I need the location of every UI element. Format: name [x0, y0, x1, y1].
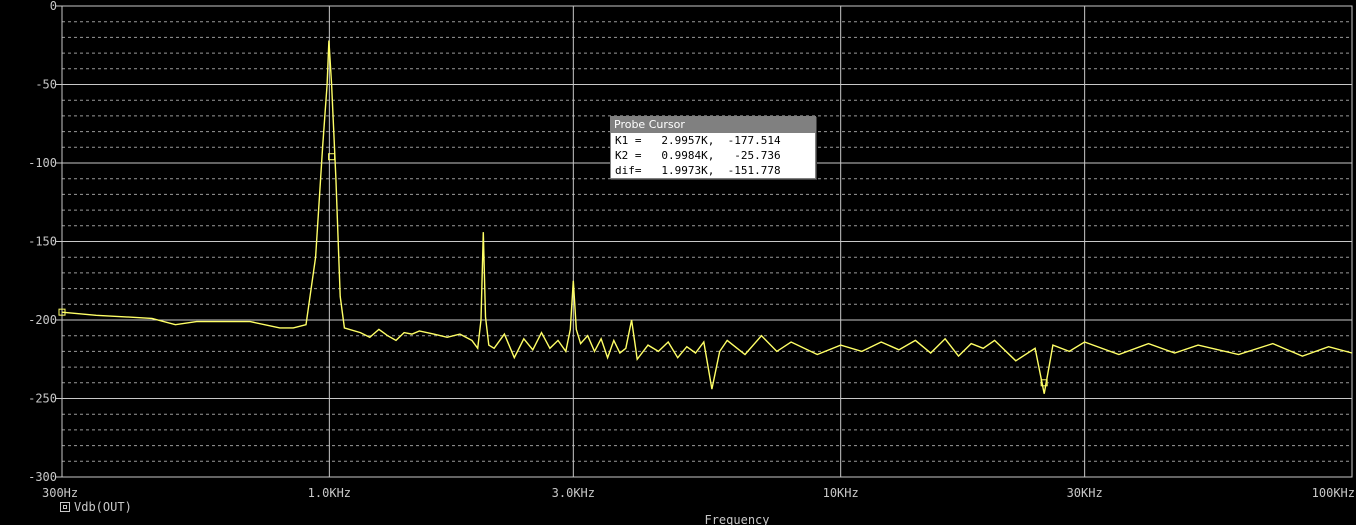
x-axis-title: Frequency: [704, 513, 769, 525]
y-tick-label: -200: [28, 313, 57, 327]
legend-label: Vdb(OUT): [74, 500, 132, 514]
y-axis-ticks: 0 -50 -100 -150 -200 -250 -300: [28, 0, 62, 484]
probe-cursor-window[interactable]: Probe Cursor K1 = 2.9957K, -177.514 K2 =…: [610, 116, 816, 179]
x-tick-label: 30KHz: [1067, 486, 1103, 500]
y-tick-label: -250: [28, 392, 57, 406]
legend[interactable]: Vdb(OUT): [60, 500, 132, 514]
x-axis-ticks: 300Hz 1.0KHz 3.0KHz 10KHz 30KHz 100KHz: [42, 486, 1355, 500]
probe-cursor-title[interactable]: Probe Cursor: [611, 117, 815, 133]
series-point-marker: [58, 308, 66, 316]
major-gridlines: [61, 5, 1353, 478]
marker-layer: [58, 153, 1048, 387]
series-point-marker: [328, 153, 336, 161]
x-tick-label: 3.0KHz: [552, 486, 595, 500]
probe-cursor-row-k2: K2 = 0.9984K, -25.736: [615, 149, 781, 162]
series-line-vdb-out: [61, 40, 1353, 394]
probe-cursor-row-k1: K1 = 2.9957K, -177.514: [615, 134, 781, 147]
y-tick-label: 0: [50, 0, 57, 13]
x-tick-label: 300Hz: [42, 486, 78, 500]
x-tick-label: 100KHz: [1312, 486, 1355, 500]
series-point-marker: [1040, 379, 1048, 387]
y-tick-label: -100: [28, 156, 57, 170]
legend-marker-icon: [60, 502, 70, 512]
x-tick-label: 1.0KHz: [308, 486, 351, 500]
y-tick-label: -150: [28, 235, 57, 249]
y-tick-label: -300: [28, 470, 57, 484]
y-tick-label: -50: [35, 78, 57, 92]
x-tick-label: 10KHz: [823, 486, 859, 500]
probe-cursor-row-dif: dif= 1.9973K, -151.778: [615, 164, 781, 177]
series-layer: [61, 40, 1353, 394]
